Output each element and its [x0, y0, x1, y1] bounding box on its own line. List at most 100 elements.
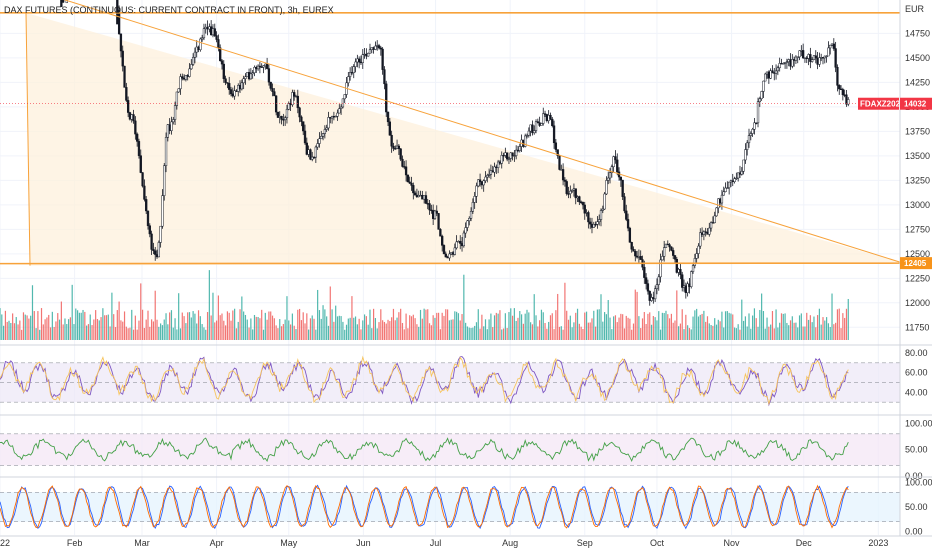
- volume-bar-120: [215, 320, 218, 340]
- candle-body-175: [314, 146, 317, 158]
- candle-body-452: [814, 55, 817, 59]
- candle-body-210: [377, 45, 381, 49]
- volume-bar-41: [73, 324, 75, 340]
- volume-bar-237: [427, 309, 429, 340]
- volume-bar-93: [167, 324, 169, 340]
- volume-bar-243: [437, 312, 440, 340]
- time-tick-3: Apr: [210, 538, 224, 548]
- volume-bar-216: [389, 321, 391, 340]
- volume-bar-426: [768, 326, 770, 340]
- volume-bar-195: [351, 296, 353, 340]
- candle-body-288: [518, 146, 521, 151]
- candle-body-173: [311, 156, 314, 160]
- candle-body-463: [834, 48, 837, 68]
- volume-bar-227: [409, 315, 411, 340]
- volume-bar-173: [311, 315, 313, 340]
- candle-body-436: [785, 61, 789, 63]
- volume-bar-23: [40, 308, 43, 340]
- candle-body-443: [798, 50, 801, 58]
- volume-bar-147: [264, 312, 266, 340]
- candle-body-184: [330, 116, 334, 119]
- volume-bar-401: [723, 327, 725, 340]
- volume-bar-269: [484, 319, 487, 340]
- volume-bar-397: [715, 324, 718, 340]
- volume-bar-361: [650, 324, 653, 340]
- volume-bar-6: [10, 323, 12, 340]
- candle-body-357: [643, 266, 646, 278]
- candle-body-272: [489, 170, 493, 175]
- volume-bar-124: [223, 320, 225, 340]
- candle-body-367: [661, 256, 664, 261]
- volume-bar-266: [479, 328, 481, 340]
- candle-body-34: [60, 0, 63, 7]
- volume-bar-50: [89, 314, 91, 340]
- candle-body-451: [812, 55, 816, 60]
- candle-body-444: [800, 50, 803, 52]
- time-axis[interactable]: 2022 Feb Mar Apr May Jun Jul Aug Sep Oct Nov Dec 202…: [0, 535, 932, 548]
- candle-body-418: [753, 122, 756, 130]
- candle-body-364: [655, 284, 659, 289]
- volume-bar-356: [641, 318, 644, 340]
- candle-body-258: [464, 227, 467, 234]
- volume-bar-402: [724, 311, 727, 340]
- volume-bar-381: [687, 325, 689, 340]
- candle-body-447: [805, 57, 808, 59]
- candle-body-254: [457, 241, 460, 243]
- candle-body-468: [843, 94, 846, 96]
- candle-body-426: [767, 71, 771, 79]
- candle-body-282: [507, 158, 511, 160]
- volume-bar-97: [174, 318, 176, 340]
- volume-bar-7: [12, 313, 14, 340]
- volume-bar-261: [470, 327, 472, 340]
- volume-bar-158: [284, 319, 286, 340]
- volume-bar-313: [564, 282, 566, 340]
- volume-bar-109: [196, 323, 198, 340]
- price-axis[interactable]: 1475014500142501400013750135001325013000…: [858, 0, 932, 536]
- candle-body-88: [157, 242, 160, 258]
- volume-bar-102: [183, 316, 185, 340]
- candle-body-189: [339, 106, 343, 109]
- volume-bar-163: [293, 325, 295, 340]
- volume-bar-211: [380, 309, 382, 340]
- volume-bar-456: [822, 317, 824, 340]
- candle-body-152: [273, 91, 276, 97]
- volume-bar-435: [784, 313, 786, 340]
- candle-body-112: [200, 37, 204, 40]
- candle-body-365: [657, 276, 660, 285]
- volume-bar-302: [544, 322, 546, 340]
- candle-body-257: [462, 232, 465, 247]
- trendline-0[interactable]: [0, 0, 901, 263]
- candle-body-259: [466, 220, 469, 228]
- candle-body-391: [704, 231, 707, 233]
- volume-bar-34: [60, 301, 62, 340]
- volume-bar-270: [486, 329, 488, 340]
- volume-bar-274: [493, 315, 496, 340]
- trendlines[interactable]: [0, 0, 901, 266]
- candle-body-124: [222, 63, 225, 79]
- volume-bar-461: [831, 293, 833, 340]
- volume-bar-224: [403, 329, 405, 340]
- volume-bar-59: [105, 315, 108, 340]
- candle-body-208: [374, 45, 377, 50]
- candle-body-238: [428, 203, 431, 211]
- volume-bar-371: [668, 318, 671, 340]
- candle-body-135: [242, 78, 245, 84]
- trendline-left-edge[interactable]: [25, 12, 31, 266]
- candle-body-324: [583, 204, 586, 214]
- candle-body-416: [749, 133, 752, 136]
- volume-bar-8: [13, 323, 16, 340]
- volume-bar-358: [645, 323, 647, 340]
- candle-body-81: [145, 199, 148, 212]
- volume-bar-25: [44, 319, 46, 340]
- candle-body-171: [307, 149, 310, 155]
- volume-bar-218: [392, 308, 395, 340]
- volume-bar-422: [761, 293, 763, 340]
- candle-body-410: [738, 172, 742, 175]
- candle-body-346: [623, 196, 626, 212]
- candle-body-402: [724, 187, 727, 192]
- candle-body-441: [794, 56, 798, 61]
- volume-bar-321: [578, 323, 580, 340]
- candle-body-469: [845, 94, 848, 105]
- candle-body-334: [601, 208, 604, 211]
